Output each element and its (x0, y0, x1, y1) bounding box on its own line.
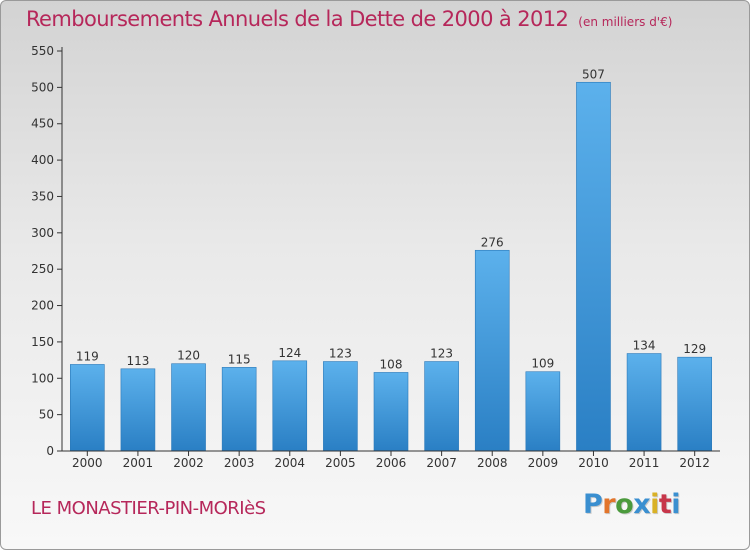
bar (171, 363, 206, 452)
chart-unit-note: (en milliers d'€) (578, 15, 673, 29)
bar (474, 249, 510, 452)
data-label: 108 (380, 357, 403, 371)
x-tick-label: 2000 (72, 456, 103, 470)
bar (120, 368, 156, 452)
logo-letter: i (671, 489, 681, 520)
x-tick-label: 2008 (477, 456, 508, 470)
bar (576, 81, 611, 452)
x-tick-label: 2004 (274, 456, 305, 470)
logo-letter: o (615, 489, 634, 520)
y-tick-label: 300 (31, 226, 54, 240)
bars-group: 119 113 120 115 124 123 108 123 276 109 507 134 129 (70, 67, 712, 452)
data-label: 123 (430, 347, 453, 361)
x-tick-label: 2006 (376, 456, 407, 470)
x-tick-label: 2002 (173, 456, 204, 470)
bar (70, 364, 105, 452)
bar (626, 353, 662, 452)
bar (323, 361, 358, 452)
y-tick-label: 150 (31, 335, 54, 349)
chart-title-text: Remboursements Annuels de la Dette de 20… (26, 7, 569, 31)
commune-name: LE MONASTIER-PIN-MORIèS (31, 498, 266, 519)
x-tick-label: 2001 (123, 456, 154, 470)
y-tick-label: 200 (31, 299, 54, 313)
data-label: 124 (278, 346, 301, 360)
bar (677, 356, 712, 452)
y-tick-label: 350 (31, 189, 54, 203)
logo-letter: i (650, 489, 659, 520)
data-label: 276 (481, 235, 504, 249)
x-tick-label: 2007 (426, 456, 457, 470)
data-label: 113 (126, 354, 149, 368)
proxiti-logo: Proxiti (583, 489, 681, 520)
bar (373, 372, 409, 452)
data-label: 119 (76, 349, 99, 363)
x-tick-label: 2012 (679, 456, 710, 470)
data-label: 123 (329, 347, 352, 361)
y-tick-label: 250 (31, 262, 54, 276)
x-tick-label: 2009 (528, 456, 559, 470)
y-tick-label: 0 (46, 444, 54, 458)
data-label: 507 (582, 67, 605, 81)
data-label: 129 (683, 342, 706, 356)
chart-title: Remboursements Annuels de la Dette de 20… (26, 7, 672, 31)
logo-letter: r (602, 489, 616, 520)
logo-letter: P (583, 489, 603, 520)
y-tick-label: 100 (31, 371, 54, 385)
bar (525, 371, 561, 452)
x-tick-label: 2011 (629, 456, 660, 470)
axes-group: 0 50 100 150 200 250 300 350 400 450 500 550 2000 200… (31, 44, 720, 470)
data-label: 120 (177, 349, 200, 363)
y-tick-label: 400 (31, 153, 54, 167)
y-tick-label: 500 (31, 80, 54, 94)
y-tick-label: 50 (39, 408, 54, 422)
y-tick-label: 450 (31, 117, 54, 131)
x-tick-label: 2003 (224, 456, 255, 470)
bar (424, 361, 459, 452)
y-tick-label: 550 (31, 44, 54, 58)
data-label: 109 (531, 357, 554, 371)
x-tick-label: 2005 (325, 456, 356, 470)
bar (221, 367, 257, 452)
bar (272, 360, 308, 452)
x-tick-label: 2010 (578, 456, 609, 470)
data-label: 115 (228, 352, 251, 366)
data-label: 134 (633, 339, 656, 353)
logo-letter: x (633, 489, 651, 520)
logo-letter: t (658, 489, 672, 520)
